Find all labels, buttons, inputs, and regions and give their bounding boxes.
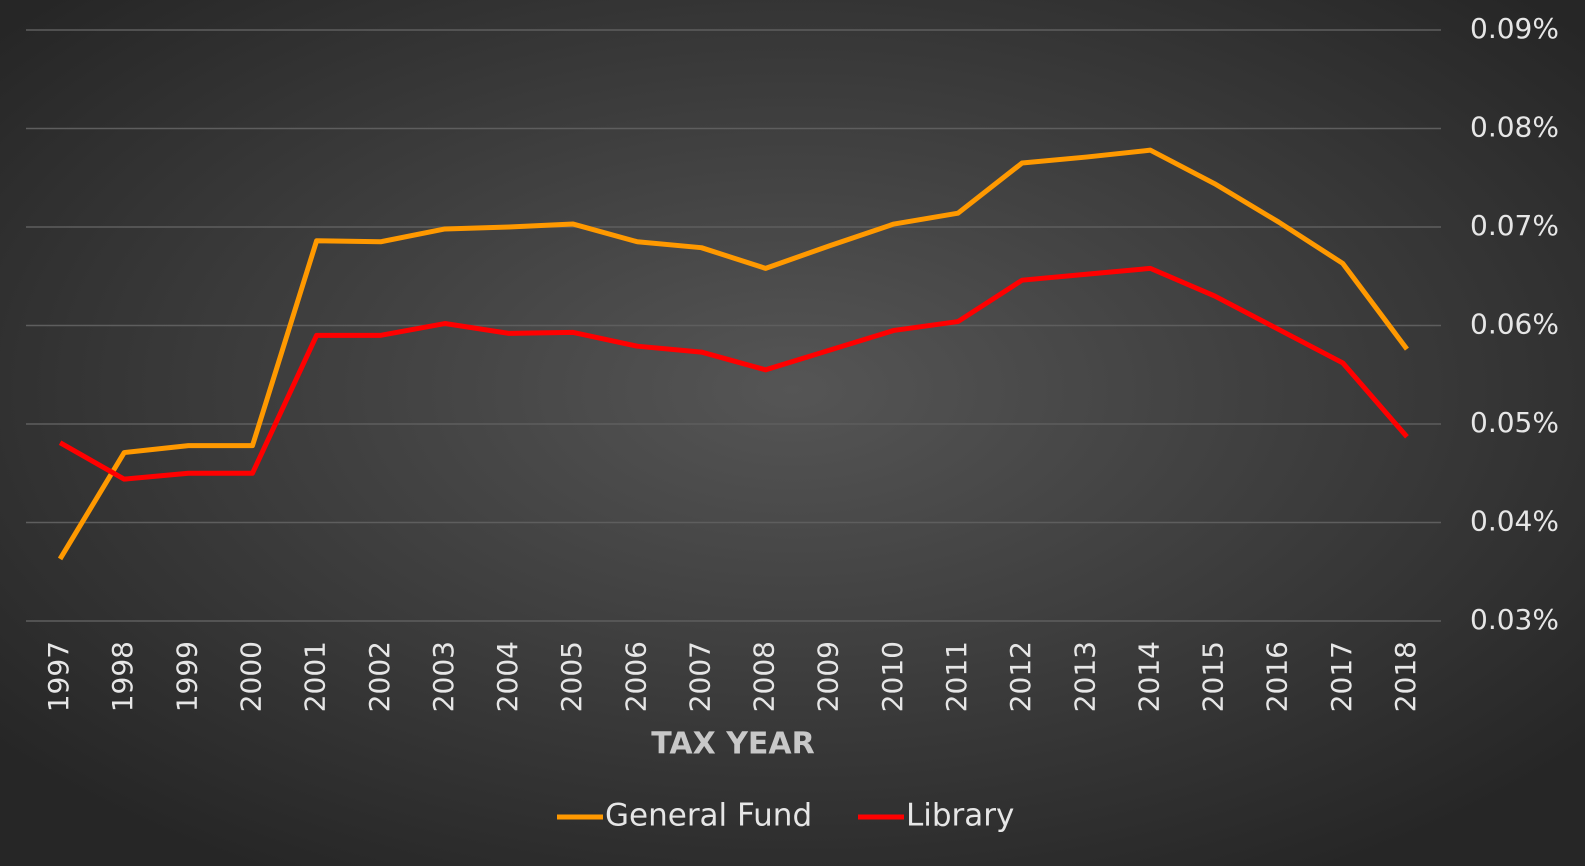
x-tick-label: 1998 [106, 641, 139, 712]
x-tick-label: 2001 [299, 641, 332, 712]
x-tick-label: 2018 [1389, 641, 1422, 712]
series-line [57, 147, 1409, 561]
x-tick-label: 2000 [234, 641, 267, 712]
x-tick-label: 2005 [555, 641, 588, 712]
legend-label: Library [906, 798, 1014, 834]
x-tick-label: 2009 [812, 641, 845, 712]
series-line [58, 265, 1409, 482]
x-tick-label: 2004 [491, 641, 524, 712]
y-tick-label: 0.07% [1470, 209, 1559, 242]
x-tick-label: 2008 [748, 641, 781, 712]
y-tick-label: 0.08% [1470, 111, 1559, 144]
x-tick-label: 2012 [1004, 641, 1037, 712]
x-tick-label: 2017 [1325, 641, 1358, 712]
x-tick-label: 2016 [1261, 641, 1294, 712]
x-tick-label: 2006 [619, 641, 652, 712]
y-tick-label: 0.03% [1470, 603, 1559, 636]
x-tick-label: 2011 [940, 641, 973, 712]
x-tick-label: 1999 [170, 641, 203, 712]
x-tick-label: 2013 [1068, 641, 1101, 712]
y-tick-label: 0.04% [1470, 505, 1559, 538]
x-tick-label: 1997 [42, 641, 75, 712]
x-tick-label: 2002 [363, 641, 396, 712]
y-tick-label: 0.06% [1470, 308, 1559, 341]
x-tick-label: 2014 [1132, 641, 1165, 712]
y-tick-label: 0.05% [1470, 406, 1559, 439]
x-tick-label: 2007 [683, 641, 716, 712]
x-tick-label: 2015 [1197, 641, 1230, 712]
y-tick-label: 0.09% [1470, 12, 1559, 45]
x-tick-label: 2003 [427, 641, 460, 712]
x-tick-label: 2010 [876, 641, 909, 712]
x-axis-title: TAX YEAR [651, 727, 814, 762]
legend-label: General Fund [605, 798, 812, 834]
